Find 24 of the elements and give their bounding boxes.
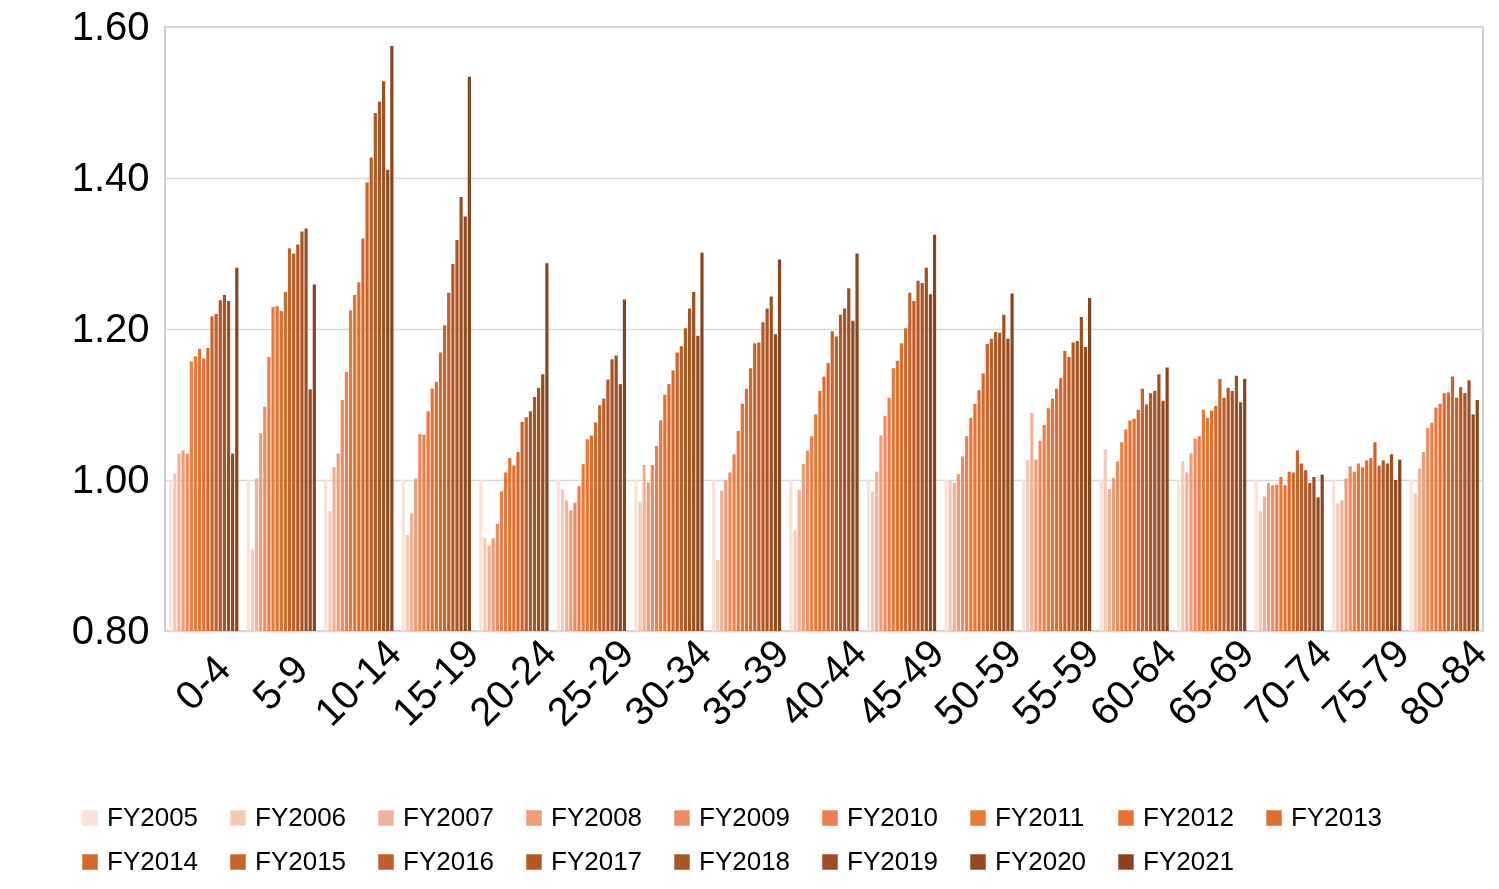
y-tick-label: 0.80 bbox=[71, 607, 150, 652]
legend-label: FY2009 bbox=[699, 802, 791, 832]
legend-label: FY2019 bbox=[847, 846, 939, 876]
legend-label: FY2012 bbox=[1143, 802, 1235, 832]
legend-label: FY2010 bbox=[847, 802, 939, 832]
legend-label: FY2021 bbox=[1143, 846, 1235, 876]
legend-label: FY2005 bbox=[107, 802, 199, 832]
legend-label: FY2006 bbox=[255, 802, 347, 832]
legend-label: FY2020 bbox=[995, 846, 1087, 876]
y-tick-label: 1.60 bbox=[71, 3, 150, 48]
legend-label: FY2015 bbox=[255, 846, 347, 876]
x-tick-label: 5-9 bbox=[243, 646, 316, 719]
legend-label: FY2018 bbox=[699, 846, 791, 876]
legend-label: FY2014 bbox=[107, 846, 199, 876]
legend-label: FY2011 bbox=[995, 802, 1085, 832]
legend-label: FY2007 bbox=[403, 802, 495, 832]
legend-label: FY2017 bbox=[551, 846, 643, 876]
legend-label: FY2013 bbox=[1291, 802, 1383, 832]
y-tick-label: 1.40 bbox=[71, 154, 150, 199]
legend-label: FY2008 bbox=[551, 802, 643, 832]
y-tick-label: 1.00 bbox=[71, 456, 150, 501]
legend-label: FY2016 bbox=[403, 846, 495, 876]
x-tick-label: 0-4 bbox=[166, 646, 239, 719]
y-tick-label: 1.20 bbox=[71, 305, 150, 350]
